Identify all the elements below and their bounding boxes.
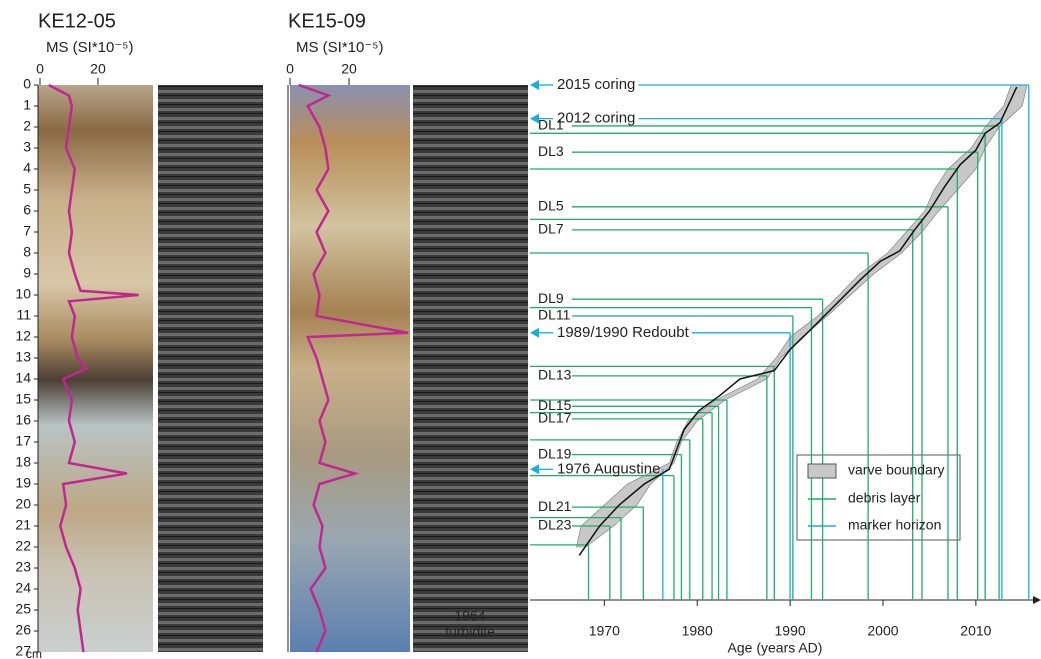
x-tick-label: 20	[341, 61, 357, 77]
y-axis-label: cm	[26, 647, 42, 659]
x-tick-label: 2010	[960, 623, 991, 639]
y-tick-label: 26	[15, 622, 31, 638]
core-xray	[413, 85, 528, 652]
y-tick-label: 10	[15, 286, 31, 302]
y-tick-label: 4	[23, 160, 31, 176]
marker-label: 1989/1990 Redoubt	[557, 324, 690, 341]
debris-label: DL7	[538, 221, 564, 237]
marker-arrow	[530, 80, 539, 90]
x-axis-label: MS (SI*10⁻⁵)	[296, 39, 384, 56]
debris-label: DL13	[538, 367, 572, 383]
y-tick-label: 18	[15, 454, 31, 470]
x-tick-label: 2000	[867, 623, 898, 639]
y-tick-label: 0	[23, 76, 31, 92]
y-tick-label: 17	[15, 433, 31, 449]
x-tick-label: 1990	[775, 623, 806, 639]
core-photo	[38, 85, 153, 652]
y-tick-label: 15	[15, 391, 31, 407]
annotation: 1964	[454, 608, 485, 624]
panel-title: KE12-05	[38, 10, 116, 32]
legend-label: debris layer	[848, 490, 921, 506]
panel-title: KE15-09	[288, 10, 366, 32]
debris-label: DL21	[538, 498, 572, 514]
debris-label: DL5	[538, 198, 564, 214]
y-tick-label: 20	[15, 496, 31, 512]
axis-arrow	[1033, 596, 1041, 604]
debris-label: DL23	[538, 517, 572, 533]
marker-label: 2012 coring	[557, 110, 635, 127]
marker-arrow	[530, 464, 539, 474]
y-tick-label: 25	[15, 601, 31, 617]
marker-arrow	[530, 114, 539, 124]
y-tick-label: 8	[23, 244, 31, 260]
y-tick-label: 22	[15, 538, 31, 554]
debris-label: DL17	[538, 410, 572, 426]
y-tick-label: 21	[15, 517, 31, 533]
y-tick-label: 13	[15, 349, 31, 365]
core-photo	[290, 85, 410, 652]
legend-label: varve boundary	[848, 462, 945, 478]
y-tick-label: 23	[15, 559, 31, 575]
legend-swatch	[808, 464, 836, 478]
y-tick-label: 16	[15, 412, 31, 428]
marker-arrow	[530, 328, 539, 338]
x-axis-label: MS (SI*10⁻⁵)	[46, 39, 134, 56]
x-tick-label: 1970	[589, 623, 620, 639]
y-tick-label: 7	[23, 223, 31, 239]
y-tick-label: 5	[23, 181, 31, 197]
y-tick-label: 11	[16, 307, 31, 323]
y-tick-label: 3	[23, 139, 31, 155]
y-tick-label: 1	[23, 97, 31, 113]
y-tick-label: 24	[15, 580, 31, 596]
y-tick-label: 12	[15, 328, 31, 344]
debris-label: DL3	[538, 143, 564, 159]
marker-label: 2015 coring	[557, 76, 635, 93]
y-tick-label: 6	[23, 202, 31, 218]
marker-label: 1976 Augustine	[557, 460, 660, 477]
y-tick-label: 2	[23, 118, 31, 134]
figure: KE12-05MS (SI*10⁻⁵)020012345678910111213…	[0, 0, 1041, 659]
x-axis-label: Age (years AD)	[728, 640, 823, 656]
y-tick-label: 9	[23, 265, 31, 281]
x-tick-label: 1980	[682, 623, 713, 639]
x-tick-label: 20	[90, 61, 106, 77]
debris-label: DL11	[538, 307, 571, 323]
x-tick-label: 0	[36, 61, 44, 77]
y-tick-label: 19	[15, 475, 31, 491]
y-tick-label: 14	[15, 370, 31, 386]
x-tick-label: 0	[286, 61, 294, 77]
annotation: turbidite	[445, 624, 495, 640]
core-xray	[158, 85, 263, 652]
legend-label: marker horizon	[848, 517, 941, 533]
debris-label: DL19	[538, 445, 572, 461]
debris-label: DL9	[538, 290, 564, 306]
